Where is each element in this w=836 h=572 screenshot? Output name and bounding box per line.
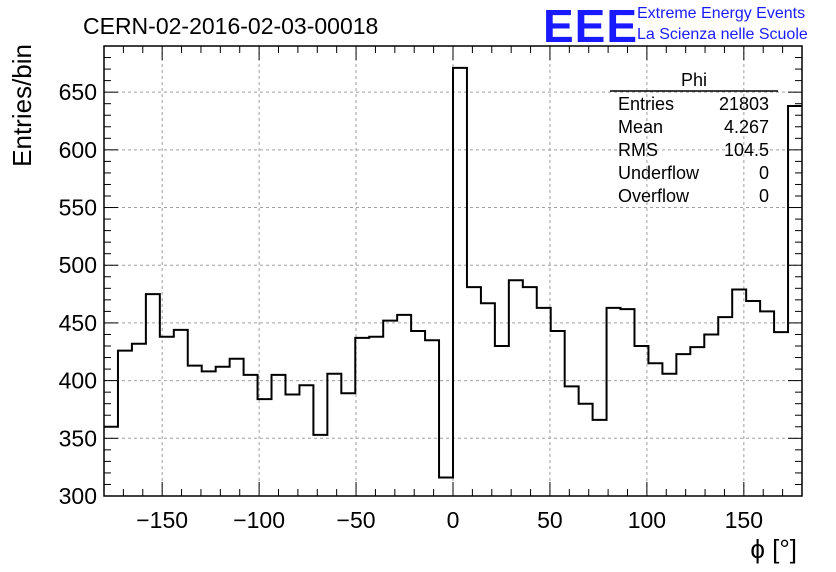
logo-line-1: Extreme Energy Events (637, 5, 805, 22)
stats-label-mean: Mean (618, 117, 663, 137)
histogram-outline (104, 66, 802, 479)
stats-value-entries: 21803 (719, 94, 769, 114)
histogram-bin (621, 309, 635, 496)
histogram-bin (537, 308, 551, 496)
histogram-bin (188, 366, 202, 496)
histogram-bin (411, 331, 425, 496)
y-tick-label: 300 (59, 483, 97, 509)
stats-label-rms: RMS (618, 140, 658, 160)
histogram-bin (160, 337, 174, 496)
histogram-bin (272, 375, 286, 496)
stats-value-rms: 104.5 (724, 140, 769, 160)
histogram-bin (355, 338, 369, 496)
histogram-bin (746, 301, 760, 496)
stats-value-mean: 4.267 (724, 117, 769, 137)
stats-label-entries: Entries (618, 94, 674, 114)
histogram-bin (341, 393, 355, 496)
y-tick-label: 550 (59, 195, 97, 221)
histogram-bin (704, 334, 718, 496)
histogram-bin (774, 332, 788, 496)
x-tick-label: 50 (537, 507, 563, 533)
histogram-bin (579, 404, 593, 496)
histogram-bin (760, 311, 774, 496)
stats-label-overflow: Overflow (618, 186, 690, 206)
histogram-bin (495, 346, 509, 496)
histogram-bin (425, 340, 439, 496)
x-tick-label: −50 (337, 507, 376, 533)
histogram-bin (244, 375, 258, 496)
histogram-bin (481, 303, 495, 496)
stats-label-underflow: Underflow (618, 163, 700, 183)
histogram-bin (732, 289, 746, 496)
histogram-bin (397, 315, 411, 496)
y-axis-label: Entries/bin (7, 44, 37, 167)
y-tick-label: 400 (59, 368, 97, 394)
chart-title: CERN-02-2016-02-03-00018 (83, 13, 378, 39)
histogram-bin (648, 363, 662, 496)
x-tick-label: 150 (725, 507, 763, 533)
histogram-bin (146, 294, 160, 496)
histogram-bin (202, 371, 216, 496)
logo-line-2: La Scienza nelle Scuole (637, 26, 808, 43)
histogram-bin (285, 394, 299, 496)
histogram-bin (453, 68, 467, 496)
x-tick-label: 0 (447, 507, 460, 533)
histogram-bin (565, 386, 579, 496)
histogram-bin (551, 331, 565, 496)
histogram-bin (788, 106, 802, 496)
stats-value-underflow: 0 (759, 163, 769, 183)
histogram-bin (634, 346, 648, 496)
histogram-bin (467, 287, 481, 496)
histogram-bin (369, 337, 383, 496)
y-tick-label: 500 (59, 252, 97, 278)
histogram-bin (718, 317, 732, 496)
histogram-bin (132, 344, 146, 496)
x-tick-label: 100 (628, 507, 666, 533)
histogram-bin (230, 359, 244, 496)
histogram-bin (593, 420, 607, 496)
eee-logo: EEE (543, 0, 638, 52)
histogram-bin (676, 354, 690, 496)
histogram-bin (174, 330, 188, 496)
y-tick-label: 350 (59, 425, 97, 451)
x-tick-label: −150 (136, 507, 188, 533)
histogram-bin (690, 347, 704, 496)
histogram-series (104, 66, 802, 496)
y-tick-label: 600 (59, 137, 97, 163)
x-tick-label: −100 (233, 507, 285, 533)
histogram-bin (299, 385, 313, 496)
axes: −150 −100 −50 0 50 100 150 300 350 400 450 500 550 60… (59, 45, 803, 533)
histogram-bin (313, 435, 327, 496)
stats-value-overflow: 0 (759, 186, 769, 206)
histogram-bin (509, 280, 523, 496)
histogram-bin (383, 321, 397, 496)
histogram-bin (523, 287, 537, 496)
histogram-bin (118, 351, 132, 496)
stats-box-title: Phi (681, 70, 707, 90)
histogram-bin (607, 308, 621, 496)
y-tick-label: 650 (59, 79, 97, 105)
histogram-bin (258, 399, 272, 496)
histogram-bin (327, 374, 341, 496)
histogram-bin (662, 374, 676, 496)
stats-box: Phi Entries 21803 Mean 4.267 RMS 104.5 U… (610, 70, 778, 206)
histogram-bin (439, 478, 453, 496)
y-tick-label: 450 (59, 310, 97, 336)
histogram-bin (216, 367, 230, 496)
x-axis-label: ϕ [°] (750, 534, 797, 564)
